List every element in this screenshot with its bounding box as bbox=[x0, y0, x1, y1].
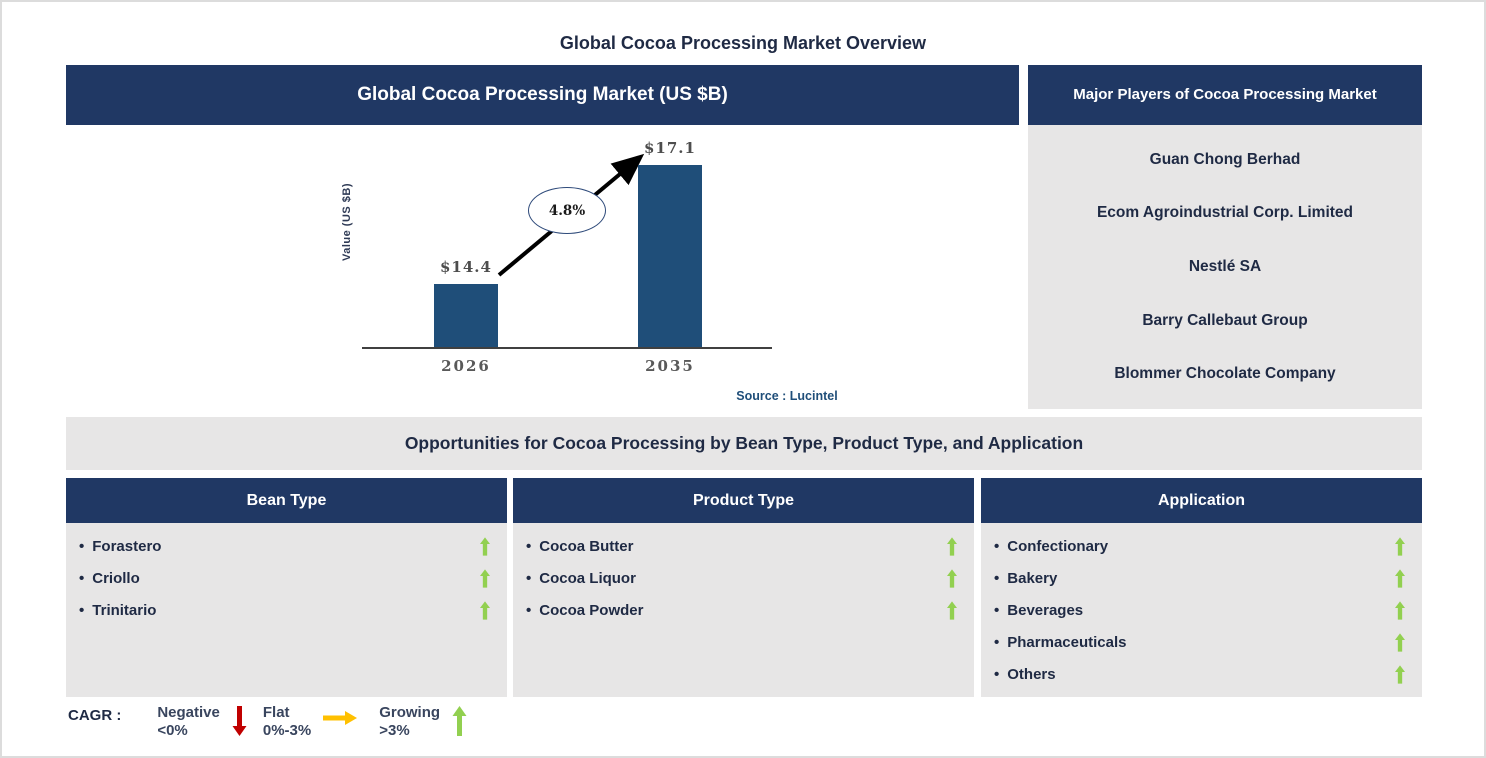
cagr-legend: CAGR : Negative <0% Flat 0%-3% Growing >… bbox=[66, 704, 483, 740]
chart-panel-title: Global Cocoa Processing Market (US $B) bbox=[357, 84, 728, 105]
legend-negative-label: Negative bbox=[157, 704, 220, 721]
trend-up-icon bbox=[480, 568, 490, 588]
trend-up-icon bbox=[1395, 632, 1405, 652]
product-type-header: Product Type bbox=[513, 478, 974, 523]
bean-type-header: Bean Type bbox=[66, 478, 507, 523]
trend-up-icon bbox=[480, 536, 490, 556]
major-players-panel: Major Players of Cocoa Processing Market… bbox=[1028, 65, 1422, 409]
x-tick-2026: 2026 bbox=[441, 357, 491, 375]
player-name: Guan Chong Berhad bbox=[1149, 150, 1301, 168]
list-item: Forastero bbox=[66, 530, 507, 562]
player-name: Blommer Chocolate Company bbox=[1114, 365, 1336, 383]
opportunities-title: Opportunities for Cocoa Processing by Be… bbox=[404, 433, 1084, 453]
cagr-bubble: 4.8% bbox=[528, 187, 606, 234]
list-item: Beverages bbox=[981, 594, 1422, 626]
legend-item-growing: Growing >3% bbox=[379, 704, 467, 740]
list-item: Others bbox=[981, 658, 1422, 690]
legend-flat-range: 0%-3% bbox=[262, 722, 312, 739]
players-panel-title: Major Players of Cocoa Processing Market bbox=[1073, 85, 1377, 103]
list-item: Criollo bbox=[66, 562, 507, 594]
trend-up-icon bbox=[1395, 600, 1405, 620]
legend-growing-range: >3% bbox=[379, 722, 410, 739]
market-bar-chart: Value (US $B) $14.4 $17.1 2026 2035 4.8%… bbox=[66, 125, 1019, 417]
chart-panel-header: Global Cocoa Processing Market (US $B) bbox=[66, 65, 1019, 125]
bar-2035 bbox=[638, 165, 702, 347]
trend-up-icon bbox=[947, 600, 957, 620]
trend-up-icon bbox=[480, 600, 490, 620]
bar-2026-value-label: $14.4 bbox=[440, 258, 492, 276]
product-type-column: Product Type Cocoa Butter Cocoa Liquor C… bbox=[513, 478, 974, 697]
list-item: Trinitario bbox=[66, 594, 507, 626]
source-label: Source : Lucintel bbox=[736, 389, 838, 403]
trend-right-icon bbox=[323, 711, 358, 725]
player-name: Ecom Agroindustrial Corp. Limited bbox=[1096, 204, 1354, 222]
bean-type-column: Bean Type Forastero Criollo Trinitario bbox=[66, 478, 507, 697]
bar-2035-value-label: $17.1 bbox=[644, 139, 696, 157]
legend-growing-label: Growing bbox=[379, 704, 441, 721]
legend-item-negative: Negative <0% bbox=[157, 704, 247, 740]
legend-negative-range: <0% bbox=[157, 722, 188, 739]
trend-up-icon bbox=[1395, 568, 1405, 588]
growth-trend-arrow bbox=[497, 153, 645, 277]
players-panel-header: Major Players of Cocoa Processing Market bbox=[1028, 65, 1422, 125]
bean-type-list: Forastero Criollo Trinitario bbox=[66, 523, 507, 697]
application-list: Confectionary Bakery Beverages Pharmaceu… bbox=[981, 523, 1422, 697]
legend-flat-label: Flat bbox=[262, 704, 290, 721]
trend-up-icon bbox=[947, 568, 957, 588]
x-tick-2035: 2035 bbox=[645, 357, 695, 375]
trend-up-icon bbox=[1395, 664, 1405, 684]
list-item: Cocoa Powder bbox=[513, 594, 974, 626]
list-item: Pharmaceuticals bbox=[981, 626, 1422, 658]
legend-title: CAGR : bbox=[68, 707, 122, 724]
trend-up-icon bbox=[452, 706, 467, 736]
players-list: Guan Chong Berhad Ecom Agroindustrial Co… bbox=[1028, 125, 1422, 409]
player-name: Nestlé SA bbox=[1188, 257, 1262, 275]
cagr-value: 4.8% bbox=[548, 202, 586, 219]
x-axis-line bbox=[362, 347, 772, 349]
trend-down-icon bbox=[232, 706, 247, 736]
legend-item-flat: Flat 0%-3% bbox=[263, 704, 363, 740]
page-title: Global Cocoa Processing Market Overview bbox=[559, 33, 927, 53]
list-item: Confectionary bbox=[981, 530, 1422, 562]
player-name: Barry Callebaut Group bbox=[1142, 311, 1308, 329]
list-item: Cocoa Butter bbox=[513, 530, 974, 562]
application-header: Application bbox=[981, 478, 1422, 523]
product-type-list: Cocoa Butter Cocoa Liquor Cocoa Powder bbox=[513, 523, 974, 697]
trend-up-icon bbox=[947, 536, 957, 556]
list-item: Cocoa Liquor bbox=[513, 562, 974, 594]
bar-2026 bbox=[434, 284, 498, 347]
application-column: Application Confectionary Bakery Beverag… bbox=[981, 478, 1422, 697]
list-item: Bakery bbox=[981, 562, 1422, 594]
trend-up-icon bbox=[1395, 536, 1405, 556]
opportunities-banner: Opportunities for Cocoa Processing by Be… bbox=[66, 417, 1422, 470]
